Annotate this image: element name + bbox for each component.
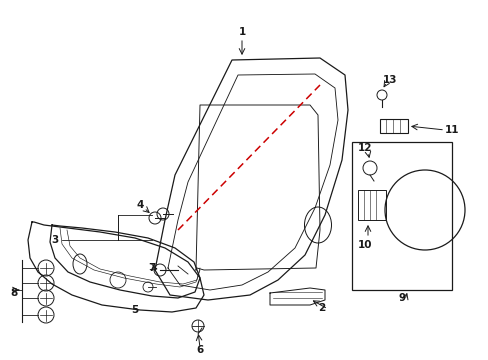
Text: 5: 5 — [131, 305, 138, 315]
Bar — [379, 119, 407, 133]
Text: 4: 4 — [136, 200, 143, 210]
Text: 13: 13 — [382, 75, 396, 85]
Bar — [357, 190, 385, 220]
Text: 2: 2 — [318, 303, 325, 313]
Text: 1: 1 — [238, 27, 245, 37]
Text: 9: 9 — [398, 293, 405, 303]
Text: 8: 8 — [10, 288, 18, 298]
Text: 6: 6 — [196, 345, 203, 355]
Text: 11: 11 — [444, 125, 458, 135]
Bar — [351, 142, 451, 290]
Text: 3: 3 — [51, 235, 59, 245]
Text: 12: 12 — [357, 143, 371, 153]
Text: 10: 10 — [357, 240, 371, 250]
Text: 7: 7 — [148, 263, 155, 273]
